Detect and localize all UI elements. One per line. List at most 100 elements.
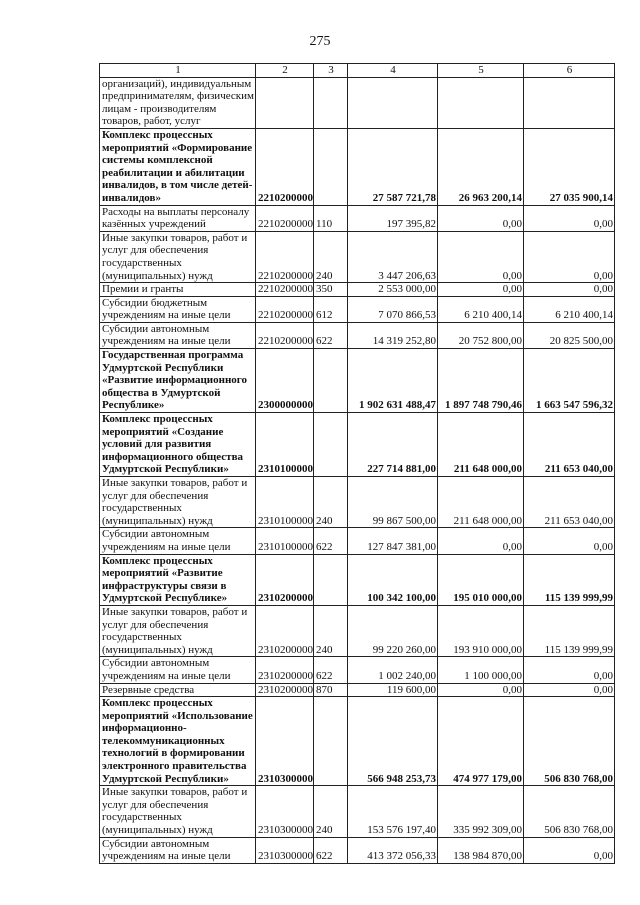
table-row: Иные закупки товаров, работ и услуг для … xyxy=(99,604,615,658)
amount-col-5: 0,00 xyxy=(437,204,524,232)
expense-type: 622 xyxy=(313,321,348,350)
expense-type xyxy=(313,696,348,787)
row-label: Государственная программа Удмуртской Рес… xyxy=(99,348,256,414)
header-col-2: 2 xyxy=(255,63,314,78)
amount-col-5 xyxy=(437,76,524,129)
amount-col-6: 0,00 xyxy=(523,282,615,297)
amount-col-5: 211 648 000,00 xyxy=(437,475,524,529)
expense-type xyxy=(313,412,348,477)
header-col-5: 5 xyxy=(437,63,524,78)
header-col-1: 1 xyxy=(99,63,256,78)
amount-col-5: 1 897 748 790,46 xyxy=(437,348,524,414)
target-code: 2310100000 xyxy=(255,475,314,529)
target-code: 2310100000 xyxy=(255,527,314,555)
table-row: Комплекс процессных мероприятий «Формиро… xyxy=(99,127,615,206)
table-row: Комплекс процессных мероприятий «Использ… xyxy=(99,696,615,787)
table-row: Комплекс процессных мероприятий «Создани… xyxy=(99,412,615,477)
amount-col-5: 335 992 309,00 xyxy=(437,785,524,838)
table-row: организаций), индивидуальным предпринима… xyxy=(99,76,615,129)
table-header-row: 1 2 3 4 5 6 xyxy=(99,63,615,78)
row-label: Комплекс процессных мероприятий «Формиро… xyxy=(99,127,256,206)
target-code xyxy=(255,76,314,129)
table-row: Иные закупки товаров, работ и услуг для … xyxy=(99,785,615,838)
amount-col-6: 6 210 400,14 xyxy=(523,295,615,323)
row-label: Резервные средства xyxy=(99,682,256,698)
expense-type: 612 xyxy=(313,295,348,323)
row-label: Премии и гранты xyxy=(99,282,256,297)
amount-col-5: 0,00 xyxy=(437,230,524,284)
target-code: 2210200000 xyxy=(255,321,314,350)
expense-type: 622 xyxy=(313,527,348,555)
table-row: Премии и гранты 2210200000 350 2 553 000,00… xyxy=(99,282,615,297)
row-label: Иные закупки товаров, работ и услуг для … xyxy=(99,604,256,658)
amount-col-4: 227 714 881,00 xyxy=(347,412,438,477)
amount-col-4: 127 847 381,00 xyxy=(347,527,438,555)
amount-col-4: 14 319 252,80 xyxy=(347,321,438,350)
expense-type xyxy=(313,553,348,606)
row-label: Иные закупки товаров, работ и услуг для … xyxy=(99,230,256,284)
amount-col-6: 0,00 xyxy=(523,656,615,684)
amount-col-6: 1 663 547 596,32 xyxy=(523,348,615,414)
amount-col-6: 0,00 xyxy=(523,836,615,864)
amount-col-4: 153 576 197,40 xyxy=(347,785,438,838)
row-label: Расходы на выплаты персоналу казённых уч… xyxy=(99,204,256,232)
amount-col-6: 27 035 900,14 xyxy=(523,127,615,206)
target-code: 2300000000 xyxy=(255,348,314,414)
amount-col-5: 1 100 000,00 xyxy=(437,656,524,684)
amount-col-6: 211 653 040,00 xyxy=(523,412,615,477)
target-code: 2210200000 xyxy=(255,282,314,297)
budget-table: 1 2 3 4 5 6 организаций), индивидуальным… xyxy=(99,63,615,864)
row-label: Субсидии автономным учреждениям на иные … xyxy=(99,656,256,684)
amount-col-5: 0,00 xyxy=(437,682,524,698)
header-col-6: 6 xyxy=(523,63,615,78)
amount-col-4: 100 342 100,00 xyxy=(347,553,438,606)
table-row: Субсидии бюджетным учреждениям на иные ц… xyxy=(99,295,615,323)
target-code: 2310100000 xyxy=(255,412,314,477)
target-code: 2310200000 xyxy=(255,604,314,658)
expense-type: 622 xyxy=(313,836,348,864)
amount-col-4: 99 867 500,00 xyxy=(347,475,438,529)
amount-col-5: 26 963 200,14 xyxy=(437,127,524,206)
expense-type: 622 xyxy=(313,656,348,684)
amount-col-4: 1 902 631 488,47 xyxy=(347,348,438,414)
expense-type: 240 xyxy=(313,230,348,284)
amount-col-6: 0,00 xyxy=(523,204,615,232)
expense-type xyxy=(313,348,348,414)
amount-col-4: 1 002 240,00 xyxy=(347,656,438,684)
amount-col-4: 413 372 056,33 xyxy=(347,836,438,864)
amount-col-5: 195 010 000,00 xyxy=(437,553,524,606)
amount-col-6: 115 139 999,99 xyxy=(523,553,615,606)
expense-type xyxy=(313,127,348,206)
amount-col-6: 0,00 xyxy=(523,230,615,284)
row-label: Субсидии автономным учреждениям на иные … xyxy=(99,527,256,555)
table-row: Субсидии автономным учреждениям на иные … xyxy=(99,321,615,350)
table-row: Иные закупки товаров, работ и услуг для … xyxy=(99,230,615,284)
table-row: Резервные средства 2310200000 870 119 600,0… xyxy=(99,682,615,698)
expense-type: 240 xyxy=(313,475,348,529)
amount-col-4: 197 395,82 xyxy=(347,204,438,232)
target-code: 2210200000 xyxy=(255,230,314,284)
amount-col-6: 0,00 xyxy=(523,682,615,698)
amount-col-4: 27 587 721,78 xyxy=(347,127,438,206)
row-label: Субсидии автономным учреждениям на иные … xyxy=(99,836,256,864)
table-row: Субсидии автономным учреждениям на иные … xyxy=(99,656,615,684)
target-code: 2310300000 xyxy=(255,696,314,787)
page-number: 275 xyxy=(309,34,331,49)
amount-col-5: 474 977 179,00 xyxy=(437,696,524,787)
amount-col-4: 566 948 253,73 xyxy=(347,696,438,787)
row-label: Комплекс процессных мероприятий «Создани… xyxy=(99,412,256,477)
target-code: 2310200000 xyxy=(255,682,314,698)
row-label: Субсидии бюджетным учреждениям на иные ц… xyxy=(99,295,256,323)
amount-col-6: 115 139 999,99 xyxy=(523,604,615,658)
amount-col-4: 2 553 000,00 xyxy=(347,282,438,297)
target-code: 2210200000 xyxy=(255,204,314,232)
table-row: Расходы на выплаты персоналу казённых уч… xyxy=(99,204,615,232)
amount-col-5: 20 752 800,00 xyxy=(437,321,524,350)
table-row: Комплекс процессных мероприятий «Развити… xyxy=(99,553,615,606)
amount-col-5: 193 910 000,00 xyxy=(437,604,524,658)
header-col-3: 3 xyxy=(313,63,348,78)
target-code: 2310200000 xyxy=(255,656,314,684)
row-label: организаций), индивидуальным предпринима… xyxy=(99,76,256,129)
target-code: 2210200000 xyxy=(255,127,314,206)
row-label: Иные закупки товаров, работ и услуг для … xyxy=(99,475,256,529)
